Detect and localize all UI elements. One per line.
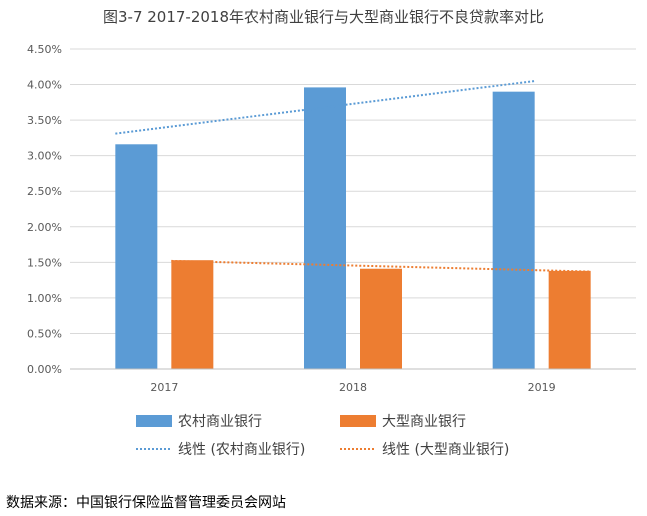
grid-layer	[70, 48, 636, 334]
chart-plot: 0.00% 0.50% 1.00% 1.50% 2.00% 2.50% 3.00% 3.50%…	[27, 43, 636, 458]
legend-label-1: 大型商业银行	[382, 414, 466, 430]
legend-label-2: 线性 (农村商业银行)	[178, 442, 305, 458]
trendline-1	[171, 259, 591, 273]
y-tick-label: 2.00%	[27, 221, 62, 234]
x-tick-label: 2017	[150, 381, 178, 394]
legend-swatch-0	[136, 415, 172, 427]
x-tick-label: 2019	[528, 381, 556, 394]
axis-layer: 0.00% 0.50% 1.00% 1.50% 2.00% 2.50% 3.00% 3.50%…	[27, 43, 636, 394]
y-tick-label: 3.00%	[27, 150, 62, 163]
y-tick-label: 2.50%	[27, 185, 62, 198]
y-tick-label: 0.00%	[27, 363, 62, 376]
bar-1-2019	[548, 270, 591, 369]
y-tick-label: 1.00%	[27, 292, 62, 305]
trendline-0	[115, 80, 535, 135]
source-note: 数据来源：中国银行保险监督管理委员会网站	[6, 495, 286, 511]
chart-title: 图3-7 2017-2018年农村商业银行与大型商业银行不良贷款率对比	[102, 8, 545, 26]
y-tick-label: 3.50%	[27, 114, 62, 127]
bar-0-2018	[304, 87, 346, 370]
bar-layer	[115, 87, 591, 370]
y-tick-label: 0.50%	[27, 327, 62, 340]
x-tick-label: 2018	[339, 381, 367, 394]
trend-layer	[115, 80, 591, 273]
legend-swatch-1	[340, 415, 376, 427]
bar-0-2017	[115, 144, 158, 369]
bar-1-2017	[171, 260, 214, 369]
y-tick-label: 4.50%	[27, 43, 62, 56]
bar-0-2019	[492, 91, 535, 370]
bar-1-2018	[360, 268, 402, 369]
legend-label-3: 线性 (大型商业银行)	[382, 442, 509, 458]
y-tick-label: 4.00%	[27, 79, 62, 92]
y-tick-label: 1.50%	[27, 256, 62, 269]
legend-label-0: 农村商业银行	[178, 414, 262, 430]
